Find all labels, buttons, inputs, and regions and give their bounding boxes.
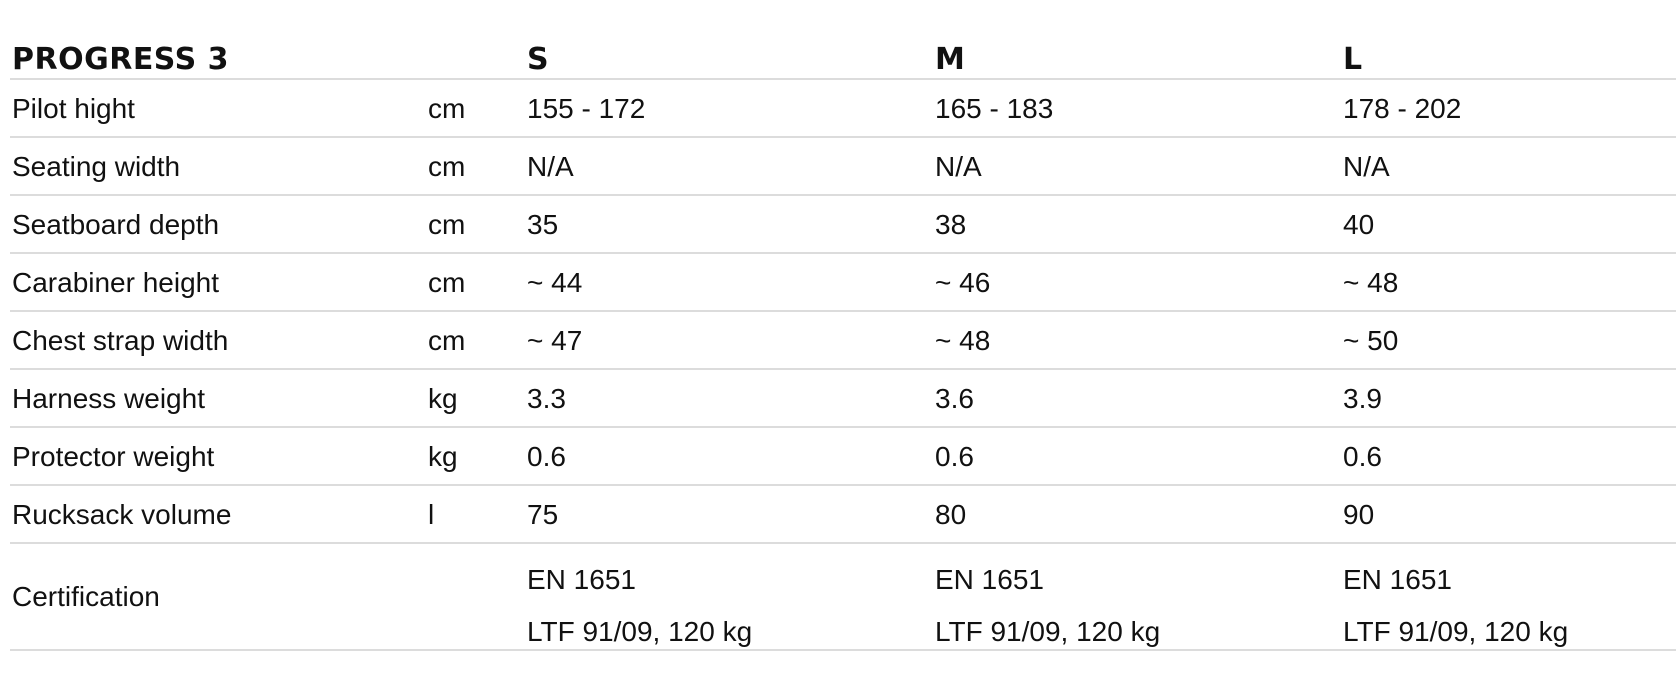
value-m: 0.6 — [935, 441, 974, 472]
value-s: 0.6 — [527, 441, 566, 472]
value-s: 75 — [527, 499, 559, 530]
certification-standard: EN 1651 — [527, 564, 636, 595]
value-l: 0.6 — [1343, 441, 1382, 472]
table-row: Harness weight kg 3.3 3.6 3.9 — [10, 370, 1676, 428]
size-header-s: S — [527, 42, 550, 77]
value-l: N/A — [1343, 151, 1390, 182]
row-label: Chest strap width — [12, 325, 229, 356]
certification-standard: EN 1651 — [1343, 564, 1452, 595]
size-header-m: M — [935, 42, 966, 77]
table-row: Chest strap width cm ~ 47 ~ 48 ~ 50 — [10, 312, 1676, 370]
value-m: 3.6 — [935, 383, 974, 414]
value-l: ~ 48 — [1343, 267, 1399, 298]
value-s: 3.3 — [527, 383, 566, 414]
row-unit: cm — [428, 151, 466, 182]
certification-row: Certification EN 1651 LTF 91/09, 120 kg … — [10, 544, 1676, 651]
value-l: ~ 50 — [1343, 325, 1399, 356]
certification-ltf: LTF 91/09, 120 kg — [1343, 616, 1569, 647]
value-s: ~ 47 — [527, 325, 583, 356]
value-s: N/A — [527, 151, 574, 182]
certification-l: EN 1651 LTF 91/09, 120 kg — [1343, 554, 1568, 658]
certification-standard: EN 1651 — [935, 564, 1044, 595]
product-title: PROGRESS 3 — [12, 42, 229, 77]
value-s: 35 — [527, 209, 559, 240]
spec-table: PROGRESS 3 S M L Pilot hight cm 155 - 17… — [10, 38, 1676, 651]
table-row: Seatboard depth cm 35 38 40 — [10, 196, 1676, 254]
certification-m: EN 1651 LTF 91/09, 120 kg — [935, 554, 1160, 658]
value-l: 40 — [1343, 209, 1375, 240]
row-label: Pilot hight — [12, 93, 135, 124]
row-unit: l — [428, 499, 435, 530]
row-unit: cm — [428, 93, 466, 124]
certification-ltf: LTF 91/09, 120 kg — [527, 616, 753, 647]
table-row: Pilot hight cm 155 - 172 165 - 183 178 -… — [10, 80, 1676, 138]
value-l: 3.9 — [1343, 383, 1382, 414]
row-label: Protector weight — [12, 441, 215, 472]
certification-s: EN 1651 LTF 91/09, 120 kg — [527, 554, 752, 658]
table-row: Seating width cm N/A N/A N/A — [10, 138, 1676, 196]
value-s: ~ 44 — [527, 267, 583, 298]
value-m: ~ 48 — [935, 325, 991, 356]
row-label: Seating width — [12, 151, 181, 182]
table-row: Rucksack volume l 75 80 90 — [10, 486, 1676, 544]
row-unit: kg — [428, 441, 458, 472]
row-label: Certification — [12, 581, 160, 612]
row-label: Seatboard depth — [12, 209, 220, 240]
value-m: 80 — [935, 499, 967, 530]
size-header-l: L — [1343, 42, 1363, 77]
row-label: Rucksack volume — [12, 499, 232, 530]
value-m: N/A — [935, 151, 982, 182]
row-unit: cm — [428, 209, 466, 240]
value-l: 90 — [1343, 499, 1375, 530]
row-label: Harness weight — [12, 383, 205, 414]
table-header-row: PROGRESS 3 S M L — [10, 38, 1676, 80]
row-unit: cm — [428, 325, 466, 356]
table-row: Carabiner height cm ~ 44 ~ 46 ~ 48 — [10, 254, 1676, 312]
value-l: 178 - 202 — [1343, 93, 1462, 124]
value-m: 165 - 183 — [935, 93, 1054, 124]
value-m: 38 — [935, 209, 967, 240]
row-label: Carabiner height — [12, 267, 220, 298]
row-unit: kg — [428, 383, 458, 414]
table-row: Protector weight kg 0.6 0.6 0.6 — [10, 428, 1676, 486]
value-s: 155 - 172 — [527, 93, 646, 124]
row-unit: cm — [428, 267, 466, 298]
certification-ltf: LTF 91/09, 120 kg — [935, 616, 1161, 647]
value-m: ~ 46 — [935, 267, 991, 298]
